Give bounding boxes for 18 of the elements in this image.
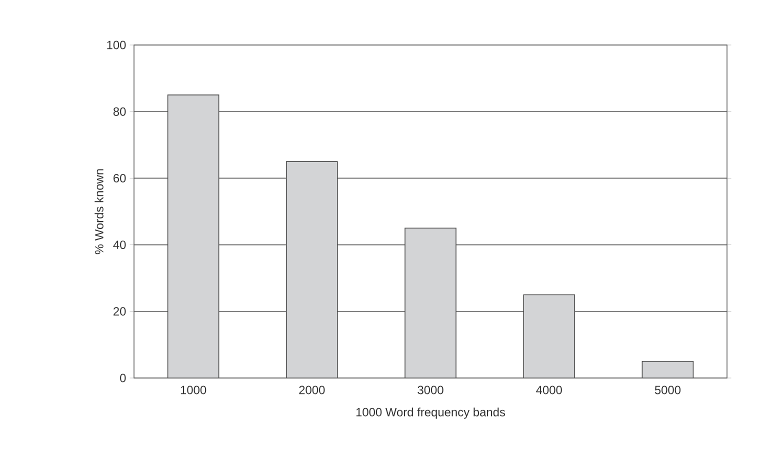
y-tick-label: 0 [120,374,126,382]
bar [642,360,694,378]
y-tick-label: 60 [114,174,126,182]
x-tick-label: 3000 [418,386,444,394]
x-tick-label: 5000 [654,386,681,394]
x-tick-label: 2000 [299,386,325,394]
x-tick-label: 1000 [180,386,206,394]
y-tick-label: 40 [113,240,126,250]
y-tick-label: 100 [107,40,126,50]
y-tick-label: 20 [114,307,126,316]
x-axis-title: 1000 Word frequency bands [356,408,506,419]
bar [404,228,456,378]
bar [523,294,576,378]
x-tick-label: 4000 [536,386,562,394]
y-tick-label: 80 [113,107,126,116]
bar [167,94,220,378]
y-axis-title: % Words known [94,169,104,254]
bar [286,161,338,378]
